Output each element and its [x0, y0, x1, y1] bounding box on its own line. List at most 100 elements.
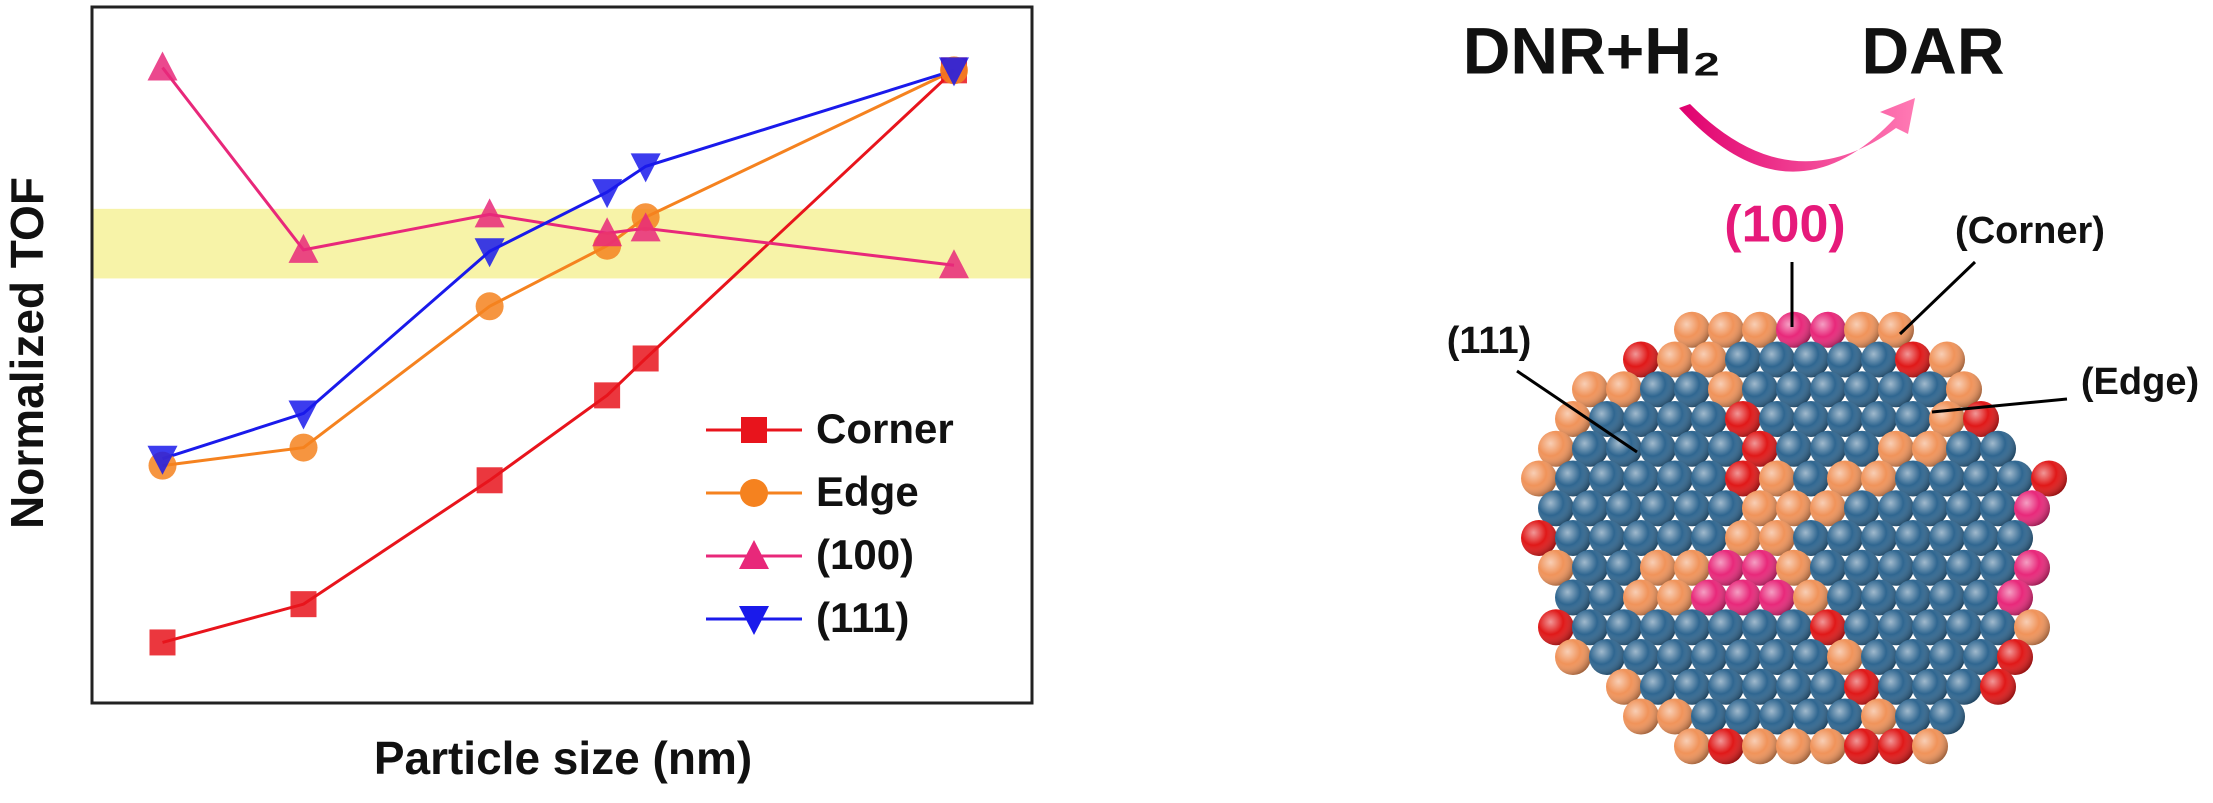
- atom-shade: [1946, 609, 1982, 646]
- highlight-band: [92, 208, 1032, 279]
- atom-shade: [2031, 460, 2067, 497]
- atom-shade: [1912, 430, 1948, 467]
- atom-shade: [1776, 311, 1812, 348]
- atom-shade: [1691, 401, 1727, 437]
- legend-label: Edge: [816, 468, 919, 515]
- atom-shade: [1861, 520, 1897, 556]
- marker: [475, 292, 504, 321]
- atom-shade: [1708, 728, 1744, 765]
- atom-shade: [1827, 639, 1863, 675]
- atom-shade: [1793, 520, 1829, 556]
- marker: [739, 606, 769, 635]
- atom-shade: [1827, 460, 1863, 497]
- atom-shade: [1759, 698, 1795, 735]
- series-line: [162, 69, 956, 644]
- atom-shade: [1674, 311, 1710, 348]
- atom-shade: [1793, 401, 1829, 437]
- atom-shade: [1810, 371, 1846, 408]
- atom-shade: [1759, 639, 1795, 675]
- marker: [630, 153, 661, 183]
- atom-shade: [1708, 490, 1744, 527]
- atom-shade: [1521, 460, 1557, 497]
- atom-shade: [1623, 579, 1659, 616]
- atom-shade: [1997, 579, 2033, 616]
- atom-shade: [1691, 520, 1727, 556]
- atom-shade: [1946, 549, 1982, 586]
- marker: [630, 212, 661, 242]
- marker: [938, 57, 969, 87]
- atom-shade: [1810, 728, 1846, 765]
- atom-shade: [1793, 460, 1829, 497]
- atom-shade: [1844, 430, 1880, 467]
- atom-shade: [1878, 371, 1914, 408]
- atom-shade: [1521, 520, 1557, 556]
- atom-shade: [1861, 698, 1897, 735]
- atom-shade: [1572, 490, 1608, 527]
- atom-shade: [1997, 460, 2033, 497]
- reaction-arrow: [1679, 98, 1915, 172]
- atom-shade: [1657, 520, 1693, 556]
- facet-100-label: (100): [1724, 196, 1845, 254]
- atom-shade: [1878, 609, 1914, 646]
- atom-shade: [1606, 668, 1642, 705]
- atom-shade: [1776, 609, 1812, 646]
- atom-shade: [1623, 341, 1659, 378]
- atom-shade: [1742, 311, 1778, 348]
- atom-shade: [1606, 430, 1642, 467]
- atom-shade: [1742, 549, 1778, 586]
- atom-shade: [1657, 401, 1693, 437]
- atom-shade: [1895, 639, 1931, 675]
- series-line: [161, 66, 955, 267]
- marker: [289, 433, 318, 462]
- atom-shade: [2014, 609, 2050, 646]
- leader-line: [1931, 397, 2068, 414]
- atom-shade: [1912, 668, 1948, 705]
- atom-shade: [1589, 639, 1625, 675]
- atom-shade: [1589, 401, 1625, 437]
- marker: [740, 479, 768, 507]
- atom-shade: [1844, 728, 1880, 765]
- atom-shade: [1657, 579, 1693, 616]
- atom-shade: [1793, 698, 1829, 735]
- atom-shade: [1589, 460, 1625, 497]
- atom-shade: [1555, 520, 1591, 556]
- atom-shade: [1980, 430, 2016, 467]
- atom-shade: [1725, 341, 1761, 378]
- atom-shade: [1691, 341, 1727, 378]
- atom-shade: [1742, 668, 1778, 705]
- atom-shade: [1895, 520, 1931, 556]
- atom-shade: [2014, 490, 2050, 527]
- marker: [592, 217, 623, 247]
- atom-shade: [1606, 490, 1642, 527]
- atom-shade: [1861, 460, 1897, 497]
- legend-label: (111): [816, 594, 909, 641]
- atom-shade: [1895, 401, 1931, 437]
- atom-shade: [1980, 549, 2016, 586]
- atom-shade: [1963, 579, 1999, 616]
- atom-shade: [1742, 430, 1778, 467]
- atom-shade: [1827, 698, 1863, 735]
- atom-shade: [1776, 490, 1812, 527]
- atom-shade: [1589, 520, 1625, 556]
- atom-shade: [1623, 460, 1659, 497]
- atom-shade: [1878, 668, 1914, 705]
- legend-label: (100): [816, 531, 914, 578]
- atom-shade: [1827, 520, 1863, 556]
- atom-shade: [1691, 460, 1727, 497]
- atom-shade: [1623, 698, 1659, 735]
- atom-shade: [1708, 549, 1744, 586]
- atom-shade: [1759, 579, 1795, 616]
- atom-shade: [1725, 460, 1761, 497]
- atom-shade: [1640, 668, 1676, 705]
- marker: [474, 198, 505, 228]
- marker: [149, 629, 176, 656]
- atom-shade: [1759, 520, 1795, 556]
- atom-shade: [1878, 728, 1914, 765]
- atom-shade: [1776, 371, 1812, 408]
- atom-shade: [1895, 341, 1931, 378]
- marker: [288, 400, 319, 430]
- atom-shade: [1708, 371, 1744, 408]
- marker: [632, 345, 659, 372]
- atom-shade: [1657, 639, 1693, 675]
- leader-line: [1898, 260, 1977, 336]
